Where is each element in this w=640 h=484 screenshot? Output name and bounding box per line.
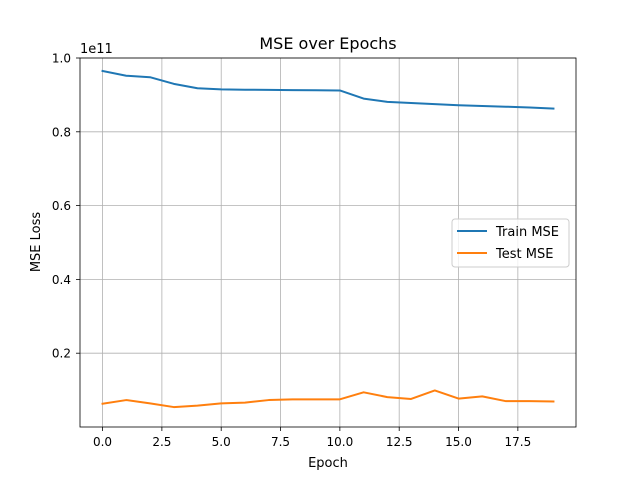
y-tick-label: 1.0 (52, 52, 71, 66)
y-tick-label: 0.4 (52, 273, 71, 287)
legend: Train MSE Test MSE (451, 218, 570, 268)
y-axis-ticks: 0.2 0.4 0.6 0.8 1.0 (52, 52, 80, 361)
x-tick-label: 5.0 (212, 435, 231, 449)
legend-label-test-mse: Test MSE (495, 247, 553, 262)
x-tick-label: 0.0 (93, 435, 112, 449)
chart-title: MSE over Epochs (259, 34, 396, 53)
y-tick-label: 0.6 (52, 199, 71, 213)
y-axis-label: MSE Loss (29, 212, 44, 273)
x-tick-label: 12.5 (386, 435, 413, 449)
y-tick-label: 0.8 (52, 125, 71, 139)
x-tick-label: 7.5 (271, 435, 290, 449)
legend-label-train-mse: Train MSE (495, 225, 559, 240)
series-line-train-mse (101, 69, 555, 110)
x-tick-label: 15.0 (445, 435, 472, 449)
x-tick-label: 10.0 (327, 435, 354, 449)
x-tick-label: 17.5 (504, 435, 531, 449)
x-axis-ticks: 0.0 2.5 5.0 7.5 10.0 12.5 15.0 17.5 (93, 427, 531, 449)
series-lines (101, 69, 555, 409)
gridlines (80, 57, 576, 427)
y-axis-offset-label: 1e11 (80, 42, 113, 57)
y-tick-label: 0.2 (52, 347, 71, 361)
plot-area-frame (79, 57, 577, 428)
x-axis-label: Epoch (308, 456, 348, 471)
series-line-test-mse (101, 389, 555, 409)
x-tick-label: 2.5 (152, 435, 171, 449)
